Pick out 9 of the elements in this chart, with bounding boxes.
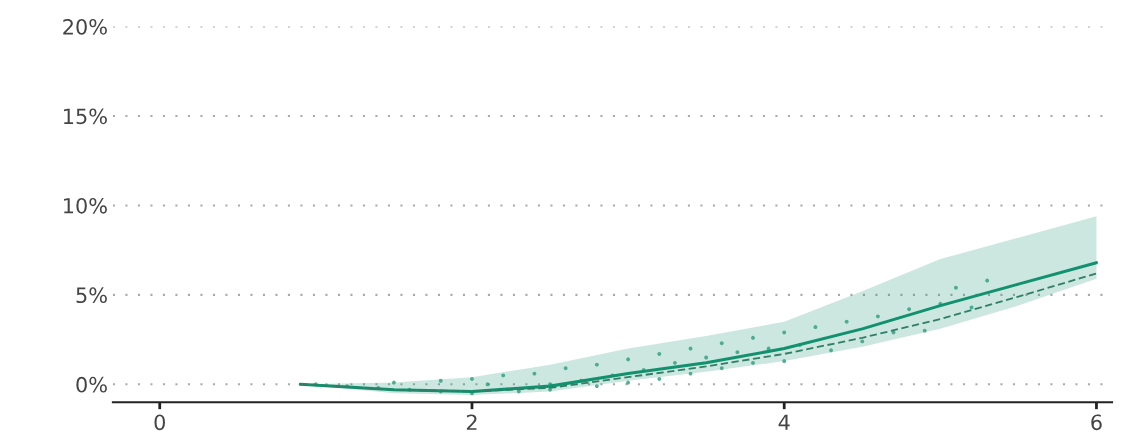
x-tick-label: 4 [778,414,790,430]
y-tick-label: 0% [76,376,107,393]
y-tick-label: 15% [64,108,107,125]
x-tick-label: 0 [154,414,165,431]
y-tick-label: 5% [76,287,107,304]
y-tick-label: 20% [63,18,107,35]
x-tick-label: 6 [1091,414,1102,431]
x-tick-label: 2 [466,414,477,430]
y-tick-label: 10% [64,197,107,214]
